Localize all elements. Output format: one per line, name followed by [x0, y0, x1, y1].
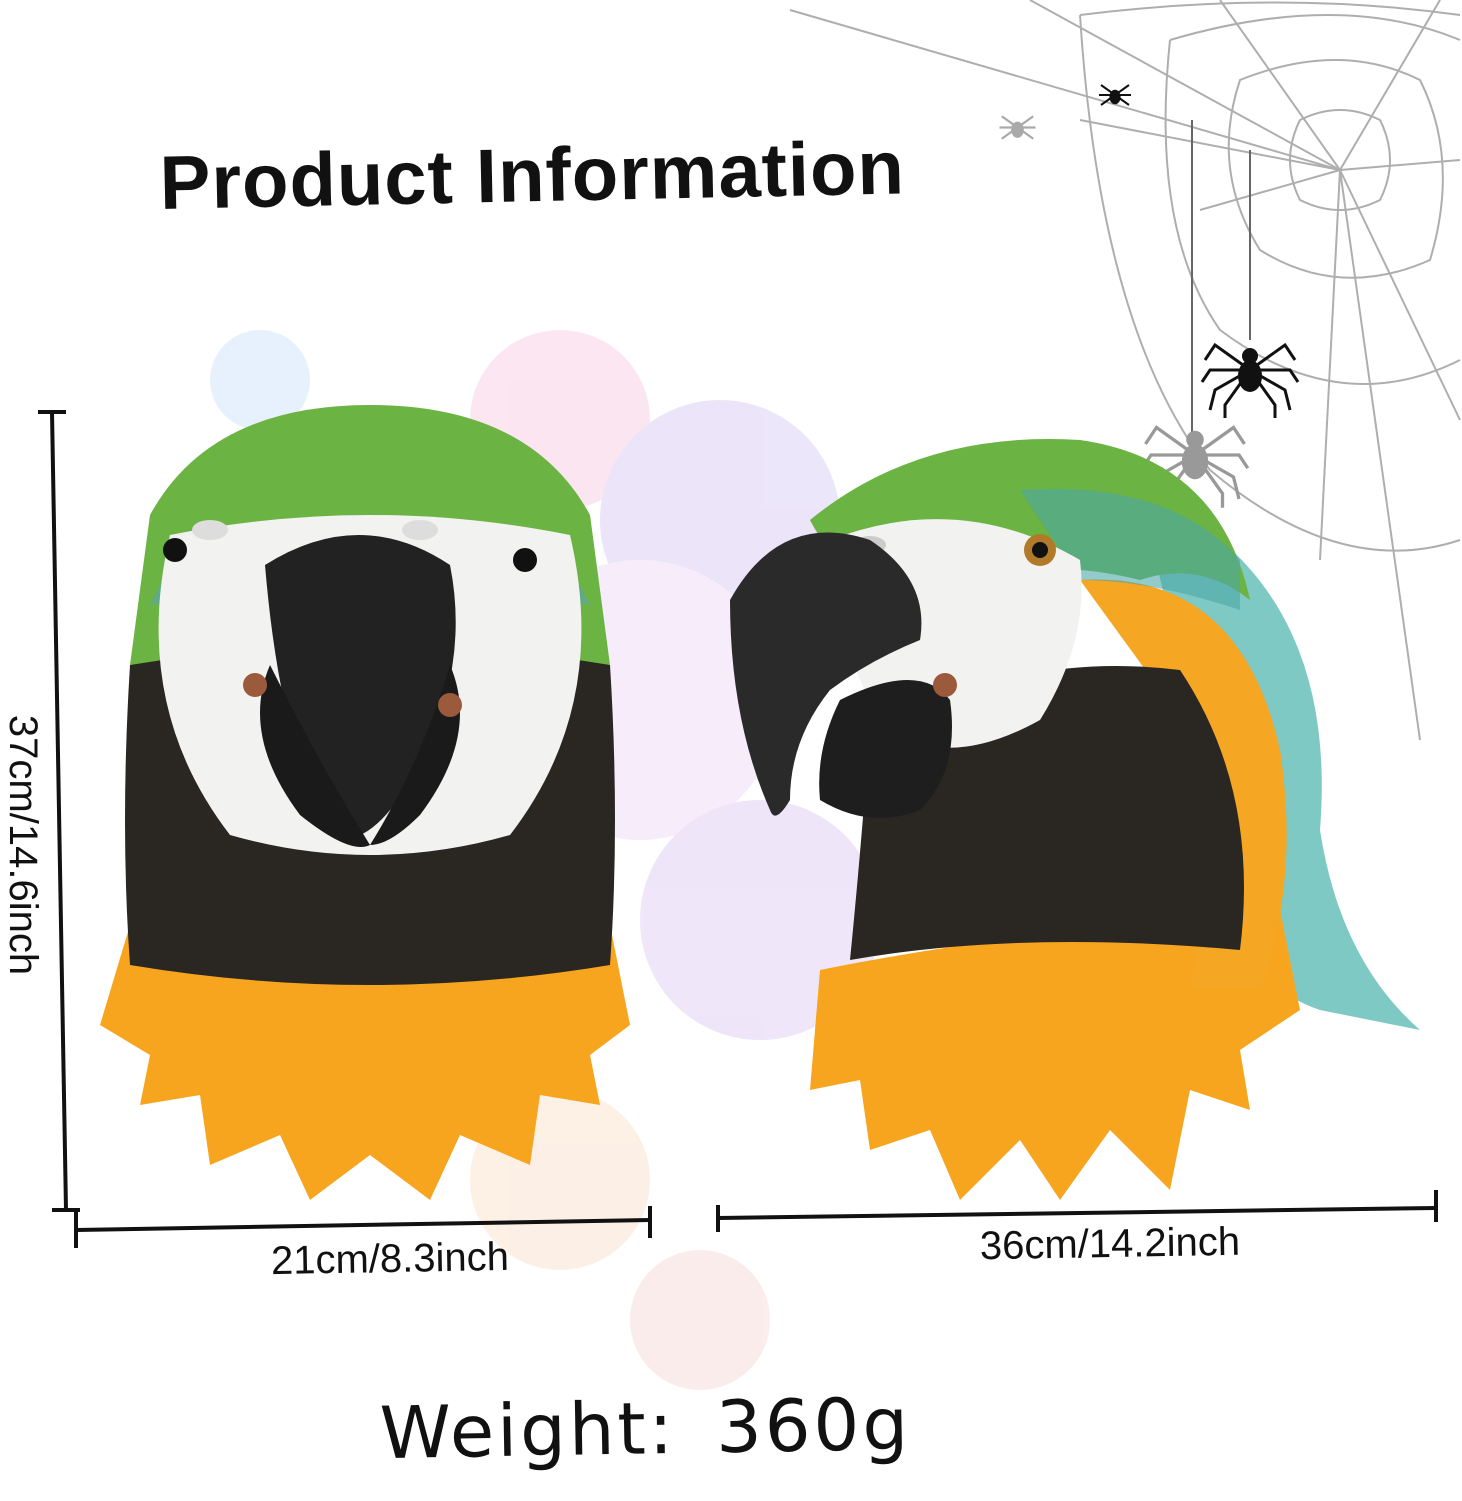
height-dimension-label: 37cm/14.6inch — [1, 714, 45, 976]
parrot-mask-side-view — [730, 439, 1420, 1200]
weight-info: Weight: 360g — [379, 1379, 1081, 1501]
weight-value: 360g — [715, 1381, 912, 1470]
front-width-dimension-label: 21cm/8.3inch — [270, 1234, 510, 1284]
side-width-dimension-label: 36cm/14.2inch — [979, 1219, 1241, 1269]
parrot-mask-front-view — [100, 405, 630, 1200]
spider-icon — [1099, 84, 1131, 106]
spider-icon — [999, 115, 1036, 140]
spider-icon — [1200, 342, 1300, 418]
weight-label: Weight: — [379, 1385, 677, 1476]
